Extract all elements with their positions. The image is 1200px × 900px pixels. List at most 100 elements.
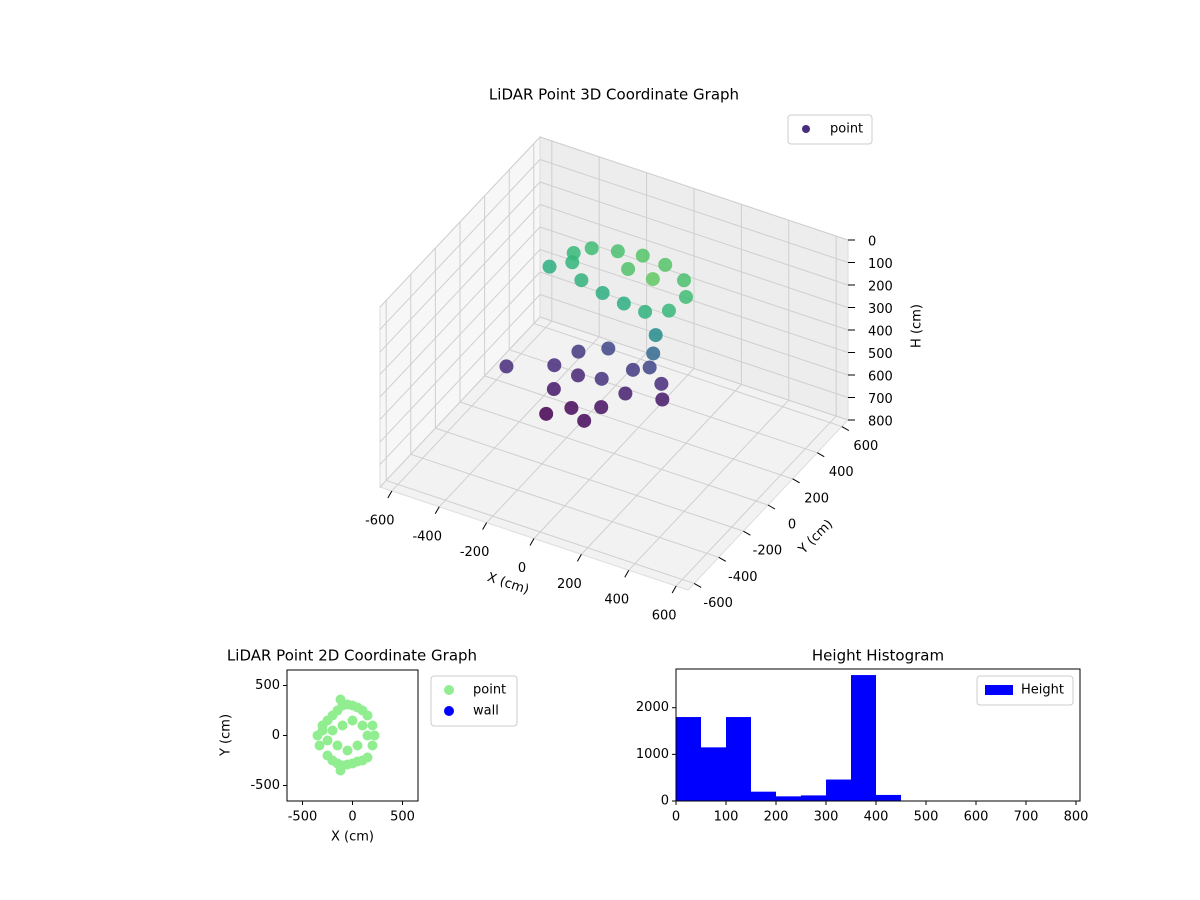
- y-tick-label: -200: [753, 544, 783, 559]
- y-tick-label: -500: [250, 778, 280, 793]
- grid-line: [539, 204, 849, 308]
- point: [638, 304, 653, 319]
- point: [645, 272, 660, 287]
- point: [539, 406, 554, 421]
- bar: [851, 675, 876, 801]
- grid-line: [379, 204, 541, 375]
- x-tick-label: 600: [652, 609, 677, 624]
- tick-mark: [693, 583, 702, 588]
- grid-line: [459, 401, 769, 506]
- bar: [876, 794, 901, 801]
- legend-label: Height: [1021, 683, 1064, 698]
- z-tick-label: 600: [868, 370, 893, 385]
- grid-line: [539, 294, 849, 398]
- legend-swatch: [985, 685, 1013, 695]
- chart-title: Height Histogram: [812, 647, 944, 665]
- tick-mark: [482, 522, 488, 530]
- x-tick-label: 400: [864, 810, 889, 825]
- point: [314, 740, 325, 751]
- point: [342, 745, 353, 756]
- bar: [701, 747, 726, 801]
- point: [646, 346, 661, 361]
- x-tick-label: 0: [518, 561, 526, 576]
- x-tick-label: 500: [914, 810, 939, 825]
- y-tick-label: -600: [703, 596, 733, 611]
- x-tick-label: 300: [814, 810, 839, 825]
- y-tick-label: 500: [255, 678, 280, 693]
- grid-line: [379, 294, 541, 465]
- z-tick-label: 0: [868, 235, 876, 250]
- legend-box: [976, 675, 1074, 706]
- y-tick-label: 400: [829, 465, 854, 480]
- point: [499, 359, 514, 374]
- z-tick-label: 700: [868, 392, 893, 407]
- grid-line: [379, 181, 541, 353]
- point: [642, 360, 657, 375]
- bar: [726, 717, 751, 801]
- point: [566, 246, 581, 261]
- y-tick-label: 600: [853, 439, 878, 454]
- point: [369, 730, 380, 741]
- y-tick-label: 0: [788, 518, 796, 533]
- grid-line: [539, 249, 849, 353]
- point: [635, 248, 650, 263]
- point: [601, 341, 616, 356]
- y-tick-label: 200: [804, 491, 829, 506]
- point: [367, 720, 378, 731]
- point: [362, 730, 373, 741]
- grid-line: [435, 427, 744, 532]
- x-tick-label: 200: [557, 577, 582, 592]
- point: [347, 715, 358, 726]
- point: [621, 262, 636, 277]
- point: [574, 273, 589, 288]
- bar: [676, 717, 701, 801]
- bar: [801, 795, 826, 801]
- grid-line: [379, 226, 541, 398]
- grid-line: [379, 159, 541, 330]
- y-axis-label: Y (cm): [219, 714, 234, 757]
- x-tick-label: 0: [348, 810, 356, 825]
- point: [322, 715, 333, 726]
- x-tick-label: -400: [412, 529, 442, 544]
- tick-mark: [624, 569, 630, 578]
- point: [571, 368, 585, 383]
- grid-line: [539, 136, 849, 241]
- legend-swatch: [444, 706, 454, 716]
- point: [616, 296, 631, 311]
- grid-line: [539, 159, 849, 263]
- point: [357, 720, 368, 731]
- grid-line: [484, 375, 793, 480]
- point: [322, 735, 333, 746]
- y-tick-label: 2000: [636, 700, 669, 715]
- point: [317, 725, 328, 736]
- x-tick-label: 600: [964, 810, 989, 825]
- point: [546, 382, 561, 397]
- point: [661, 303, 676, 318]
- point: [571, 344, 586, 359]
- x-tick-label: -200: [460, 545, 490, 560]
- point: [658, 257, 673, 272]
- tick-mark: [671, 585, 677, 594]
- tick-mark: [576, 554, 582, 562]
- y-tick-label: 1000: [636, 747, 669, 762]
- x-tick-label: 0: [672, 810, 680, 825]
- z-tick-label: 400: [868, 325, 893, 340]
- tick-mark: [718, 556, 727, 562]
- point: [542, 259, 557, 274]
- point: [679, 289, 693, 304]
- tick-mark: [387, 490, 393, 499]
- plot-frame: [675, 668, 1081, 802]
- x-tick-label: -600: [365, 513, 395, 528]
- grid-line: [410, 453, 719, 558]
- point: [577, 413, 592, 428]
- x-axis-label: X (cm): [331, 830, 374, 845]
- point: [677, 273, 691, 288]
- legend-swatch: [802, 125, 810, 133]
- bar: [826, 779, 851, 801]
- point: [655, 392, 670, 407]
- x-tick-label: 500: [390, 810, 415, 825]
- x-tick-label: -500: [288, 810, 318, 825]
- x-tick-label: 100: [714, 810, 739, 825]
- point: [654, 376, 669, 391]
